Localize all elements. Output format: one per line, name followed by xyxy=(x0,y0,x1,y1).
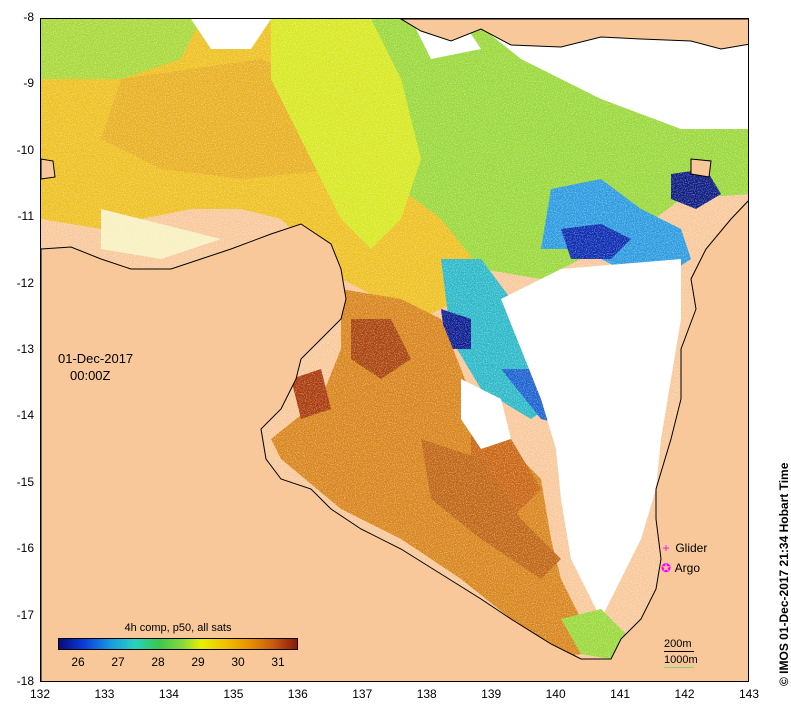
legend-glider: + Glider xyxy=(660,541,707,555)
x-tick-label: 133 xyxy=(94,687,115,701)
x-tick-label: 138 xyxy=(416,687,437,701)
y-tick-label: -18 xyxy=(16,674,34,688)
colorbar-title: 4h comp, p50, all sats xyxy=(124,622,232,634)
x-tick-label: 134 xyxy=(158,687,179,701)
land xyxy=(41,19,748,681)
y-tick-label: -8 xyxy=(23,10,34,24)
x-tick-label: 141 xyxy=(610,687,631,701)
legend-argo: ✪ Argo xyxy=(660,561,700,575)
depth-contour-1000-label: 1000m xyxy=(664,654,698,666)
x-tick-label: 137 xyxy=(352,687,373,701)
y-tick-label: -12 xyxy=(16,275,34,290)
sst-map xyxy=(40,18,749,682)
colorbar-tick-label: 31 xyxy=(271,655,285,669)
x-tick-label: 143 xyxy=(738,687,760,701)
y-tick-label: -17 xyxy=(16,607,34,622)
glider-marker-icon: + xyxy=(662,541,670,555)
argo-marker-icon: ✪ xyxy=(660,561,672,575)
colorbar-tick-label: 27 xyxy=(111,655,125,669)
colorbar-tick-label: 29 xyxy=(191,655,205,669)
legend-glider-label: Glider xyxy=(675,541,708,555)
temperature-colorbar xyxy=(58,638,298,650)
timestamp-date: 01-Dec-2017 xyxy=(58,351,134,366)
depth-contour-200-line xyxy=(664,651,694,652)
colorbar-tick-label: 26 xyxy=(71,655,85,669)
y-tick-label: -13 xyxy=(16,342,34,356)
map-timestamp: 01-Dec-2017 00:00Z xyxy=(58,350,133,384)
legend-argo-label: Argo xyxy=(674,561,701,575)
x-tick-label: 136 xyxy=(287,687,308,701)
x-tick-label: 142 xyxy=(674,687,695,701)
y-tick-label: -10 xyxy=(16,142,34,157)
colorbar-tick-label: 30 xyxy=(231,655,245,669)
x-tick-label: 140 xyxy=(545,687,566,701)
imos-credit: © IMOS 01-Dec-2017 21:34 Hobart Time xyxy=(777,462,791,686)
x-tick-label: 132 xyxy=(29,687,51,701)
x-tick-label: 139 xyxy=(481,687,502,701)
depth-contour-200-label: 200m xyxy=(664,638,692,650)
y-tick-label: -11 xyxy=(17,209,34,224)
y-tick-label: -16 xyxy=(16,541,34,556)
sst-map-canvas xyxy=(41,19,748,681)
x-tick-label: 135 xyxy=(223,687,244,701)
depth-contour-1000-line xyxy=(664,667,694,668)
y-tick-label: -15 xyxy=(16,474,34,489)
y-tick-label: -14 xyxy=(16,408,34,423)
timestamp-time: 00:00Z xyxy=(70,368,111,383)
colorbar-tick-label: 28 xyxy=(151,655,165,669)
y-tick-label: -9 xyxy=(23,76,34,91)
